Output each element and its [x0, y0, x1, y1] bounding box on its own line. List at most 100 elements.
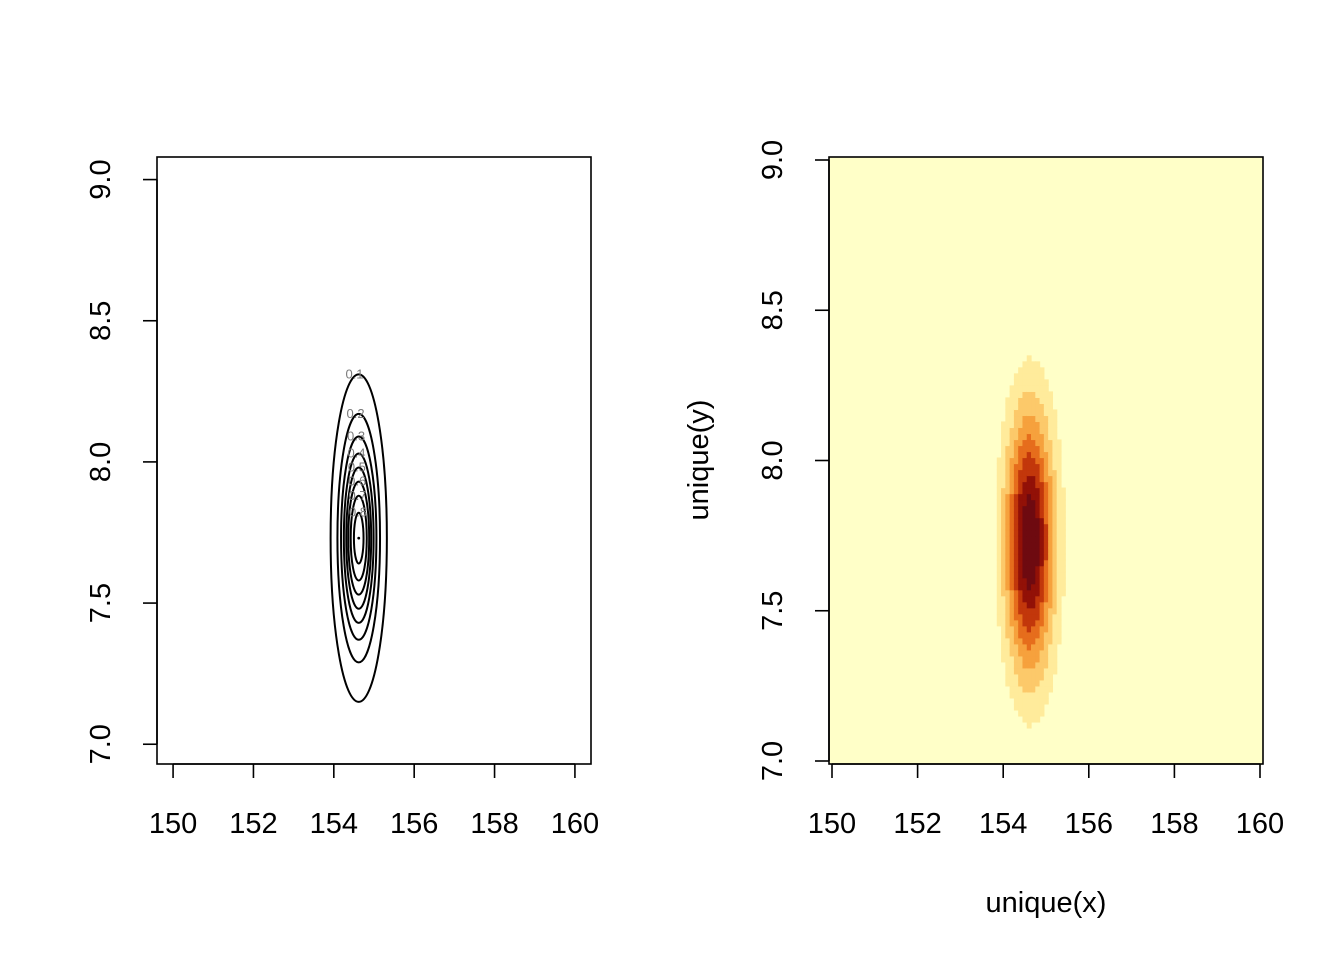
heatmap-cell: [1031, 637, 1036, 645]
heatmap-cell: [1009, 619, 1015, 627]
heatmap-cell: [1022, 583, 1028, 591]
heatmap-cell: [1035, 457, 1041, 465]
heatmap-cell: [1009, 385, 1015, 392]
heatmap-cell: [1056, 559, 1062, 567]
heatmap-cell: [1048, 553, 1054, 561]
heatmap-cell: [1022, 655, 1028, 663]
heatmap-cell: [1018, 637, 1024, 645]
heatmap-cell: [1022, 685, 1028, 693]
heatmap-cell: [1039, 661, 1045, 669]
heatmap-cell: [1039, 451, 1045, 459]
heatmap-cell: [1026, 625, 1032, 633]
heatmap-cell: [1013, 475, 1019, 483]
heatmap-cell: [1018, 403, 1024, 411]
heatmap-cell: [1009, 409, 1015, 417]
heatmap-cell: [1026, 475, 1032, 483]
heatmap-cell: [1031, 697, 1036, 705]
heatmap-cell: [1022, 469, 1028, 477]
heatmap-cell: [1048, 667, 1054, 675]
heatmap-cell: [1043, 583, 1049, 591]
heatmap-cell: [1039, 679, 1045, 687]
heatmap-cell: [1013, 607, 1019, 615]
heatmap-cell: [1035, 469, 1041, 477]
heatmap-cell: [1013, 559, 1019, 567]
heatmap-cell: [1031, 517, 1036, 525]
heatmap-cell: [1001, 439, 1006, 447]
heatmap-cell: [1043, 403, 1049, 411]
heatmap-cell: [1022, 421, 1028, 429]
heatmap-cell: [1031, 445, 1036, 453]
heatmap-cell: [1013, 631, 1019, 639]
heatmap-cell: [1048, 535, 1054, 543]
heatmap-cell: [1031, 391, 1036, 398]
heatmap-cell: [996, 547, 1002, 555]
heatmap-cell: [1013, 547, 1019, 555]
heatmap-cell: [1056, 589, 1062, 597]
heatmap-cell: [996, 493, 1002, 501]
heatmap-cell: [1018, 433, 1024, 441]
heatmap-cell: [1048, 583, 1054, 591]
contour-x-axis: 150 152 154 156 158 160: [149, 763, 599, 840]
heatmap-cell: [996, 607, 1002, 615]
heatmap-cell: [1009, 475, 1015, 483]
heatmap-cell: [1001, 583, 1006, 591]
heatmap-cell: [1013, 691, 1019, 699]
heatmap-cell: [1013, 373, 1019, 380]
heatmap-cell: [1052, 535, 1058, 543]
heatmap-cell: [1009, 463, 1015, 471]
heatmap-cell: [1043, 451, 1049, 459]
heatmap-cell: [1056, 469, 1062, 477]
heatmap-cell: [1018, 517, 1024, 525]
heatmap-cell: [1035, 637, 1041, 645]
heatmap-cell: [1026, 481, 1032, 489]
heatmap-cell: [1039, 379, 1045, 386]
heatmap-cell: [1005, 475, 1011, 483]
heatmap-cell: [1022, 643, 1028, 651]
heatmap-cell: [1048, 421, 1054, 429]
heatmap-cell: [1031, 397, 1036, 405]
heatmap-cell: [1022, 637, 1028, 645]
heatmap-cell: [1013, 469, 1019, 477]
heatmap-cell: [1026, 505, 1032, 513]
heatmap-cell: [1013, 697, 1019, 705]
heatmap-cell: [1013, 667, 1019, 675]
heatmap-cell: [1022, 463, 1028, 471]
heatmap-cell: [1060, 493, 1066, 501]
heatmap-cell: [1043, 493, 1049, 501]
heatmap-cell: [1001, 571, 1006, 579]
heatmap-cell: [1048, 445, 1054, 453]
heatmap-cell: [1009, 583, 1015, 591]
heatmap-cell: [1022, 403, 1028, 411]
heatmap-cell: [1026, 385, 1032, 392]
heatmap-cell: [1022, 391, 1028, 398]
heatmap-cell: [1009, 637, 1015, 645]
heatmap-cell: [1052, 469, 1058, 477]
heatmap-cell: [1018, 469, 1024, 477]
heatmap-cell: [1056, 523, 1062, 531]
heatmap-cell: [1039, 697, 1045, 705]
heatmap-cell: [1052, 553, 1058, 561]
heatmap-cell: [1026, 445, 1032, 453]
heatmap-cell: [1056, 535, 1062, 543]
heatmap-cell: [1056, 571, 1062, 579]
heatmap-cell: [1056, 487, 1062, 495]
heatmap-cell: [1039, 577, 1045, 585]
heatmap-cell: [1026, 391, 1032, 398]
heatmap-cell: [1009, 505, 1015, 513]
heatmap-x-axis: 150 152 154 156 158 160: [808, 763, 1284, 840]
heatmap-cell: [1031, 559, 1036, 567]
heatmap-cell: [1005, 535, 1011, 543]
heatmap-y-tick-label: 9.0: [757, 140, 789, 180]
heatmap-cell: [1009, 397, 1015, 405]
heatmap-cell: [1056, 493, 1062, 501]
contour-line: [347, 480, 371, 596]
heatmap-cell: [1031, 379, 1036, 386]
heatmap-cell: [1013, 457, 1019, 465]
heatmap-cell: [1018, 391, 1024, 398]
contour-x-tick-label: 160: [551, 808, 599, 840]
heatmap-cell: [1013, 595, 1019, 603]
heatmap-cell: [1048, 499, 1054, 507]
heatmap-cell: [1048, 685, 1054, 693]
heatmap-cell: [1048, 397, 1054, 405]
heatmap-cell: [1026, 583, 1032, 591]
